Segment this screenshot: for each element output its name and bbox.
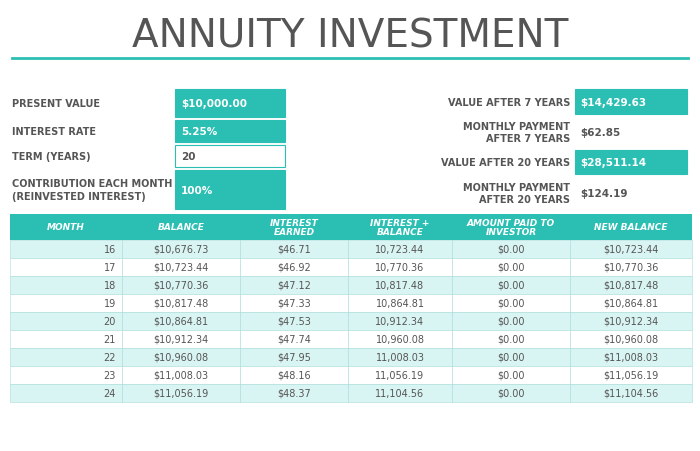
Text: $0.00: $0.00 [497,388,525,398]
FancyBboxPatch shape [10,215,692,240]
Text: 22: 22 [104,352,116,362]
Text: AMOUNT PAID TO
INVESTOR: AMOUNT PAID TO INVESTOR [467,218,555,237]
Text: $10,000.00: $10,000.00 [181,99,247,109]
Text: 10,770.36: 10,770.36 [375,262,425,272]
Text: 20: 20 [181,152,195,161]
Text: 17: 17 [104,262,116,272]
FancyBboxPatch shape [10,312,692,330]
FancyBboxPatch shape [175,170,285,210]
Text: $0.00: $0.00 [497,370,525,380]
Text: $11,008.03: $11,008.03 [603,352,659,362]
FancyBboxPatch shape [10,258,692,276]
Text: $10,960.08: $10,960.08 [153,352,209,362]
Text: $46.92: $46.92 [277,262,311,272]
Text: $47.95: $47.95 [277,352,311,362]
Text: $10,676.73: $10,676.73 [153,244,209,254]
Text: $10,770.36: $10,770.36 [153,281,209,290]
Text: $10,817.48: $10,817.48 [153,299,209,308]
FancyBboxPatch shape [175,146,285,168]
Text: $47.74: $47.74 [277,334,311,344]
Text: VALUE AFTER 7 YEARS: VALUE AFTER 7 YEARS [447,97,570,107]
FancyBboxPatch shape [175,90,285,118]
Text: $10,912.34: $10,912.34 [153,334,209,344]
Text: MONTH: MONTH [47,223,85,232]
FancyBboxPatch shape [10,295,692,312]
Text: $11,008.03: $11,008.03 [153,370,209,380]
Text: 21: 21 [104,334,116,344]
Text: $11,104.56: $11,104.56 [603,388,659,398]
Text: $48.16: $48.16 [277,370,311,380]
Text: 24: 24 [104,388,116,398]
FancyBboxPatch shape [10,348,692,366]
Text: $0.00: $0.00 [497,262,525,272]
Text: NEW BALANCE: NEW BALANCE [594,223,668,232]
Text: ANNUITY INVESTMENT: ANNUITY INVESTMENT [132,18,568,56]
Text: $0.00: $0.00 [497,299,525,308]
FancyBboxPatch shape [575,90,687,115]
FancyBboxPatch shape [10,276,692,295]
Text: $46.71: $46.71 [277,244,311,254]
Text: $0.00: $0.00 [497,352,525,362]
Text: MONTHLY PAYMENT
AFTER 7 YEARS: MONTHLY PAYMENT AFTER 7 YEARS [463,121,570,144]
FancyBboxPatch shape [575,151,687,175]
Text: $14,429.63: $14,429.63 [580,97,646,107]
FancyBboxPatch shape [10,366,692,384]
Text: $10,864.81: $10,864.81 [153,316,209,326]
Text: 11,008.03: 11,008.03 [375,352,424,362]
Text: 19: 19 [104,299,116,308]
Text: 11,104.56: 11,104.56 [375,388,425,398]
Text: $0.00: $0.00 [497,316,525,326]
Text: 20: 20 [104,316,116,326]
Text: $62.85: $62.85 [580,128,620,138]
Text: INTEREST RATE: INTEREST RATE [12,127,96,137]
Text: BALANCE: BALANCE [158,223,204,232]
Text: TERM (YEARS): TERM (YEARS) [12,152,90,161]
Text: $0.00: $0.00 [497,334,525,344]
Text: 10,912.34: 10,912.34 [375,316,425,326]
Text: 100%: 100% [181,185,214,195]
Text: $10,864.81: $10,864.81 [603,299,659,308]
Text: $28,511.14: $28,511.14 [580,158,646,168]
Text: $124.19: $124.19 [580,189,627,198]
FancyBboxPatch shape [10,384,692,402]
Text: PRESENT VALUE: PRESENT VALUE [12,99,100,109]
Text: $47.53: $47.53 [277,316,311,326]
Text: $48.37: $48.37 [277,388,311,398]
Text: CONTRIBUTION EACH MONTH
(REINVESTED INTEREST): CONTRIBUTION EACH MONTH (REINVESTED INTE… [12,179,172,201]
Text: $11,056.19: $11,056.19 [153,388,209,398]
Text: $0.00: $0.00 [497,244,525,254]
Text: MONTHLY PAYMENT
AFTER 20 YEARS: MONTHLY PAYMENT AFTER 20 YEARS [463,182,570,205]
Text: INTEREST +
BALANCE: INTEREST + BALANCE [370,218,430,237]
Text: 10,960.08: 10,960.08 [375,334,424,344]
FancyBboxPatch shape [10,330,692,348]
Text: VALUE AFTER 20 YEARS: VALUE AFTER 20 YEARS [441,158,570,168]
Text: $10,723.44: $10,723.44 [603,244,659,254]
Text: 10,864.81: 10,864.81 [375,299,424,308]
Text: $47.33: $47.33 [277,299,311,308]
Text: $11,056.19: $11,056.19 [603,370,659,380]
Text: $10,960.08: $10,960.08 [603,334,659,344]
Text: $0.00: $0.00 [497,281,525,290]
Text: 5.25%: 5.25% [181,127,217,137]
Text: INTEREST
EARNED: INTEREST EARNED [270,218,318,237]
Text: 18: 18 [104,281,116,290]
Text: 23: 23 [104,370,116,380]
FancyBboxPatch shape [10,240,692,258]
Text: $10,817.48: $10,817.48 [603,281,659,290]
Text: $47.12: $47.12 [277,281,311,290]
Text: 10,723.44: 10,723.44 [375,244,425,254]
Text: $10,723.44: $10,723.44 [153,262,209,272]
Text: 16: 16 [104,244,116,254]
Text: $10,770.36: $10,770.36 [603,262,659,272]
Text: 11,056.19: 11,056.19 [375,370,425,380]
FancyBboxPatch shape [175,121,285,143]
Text: $10,912.34: $10,912.34 [603,316,659,326]
Text: 10,817.48: 10,817.48 [375,281,425,290]
